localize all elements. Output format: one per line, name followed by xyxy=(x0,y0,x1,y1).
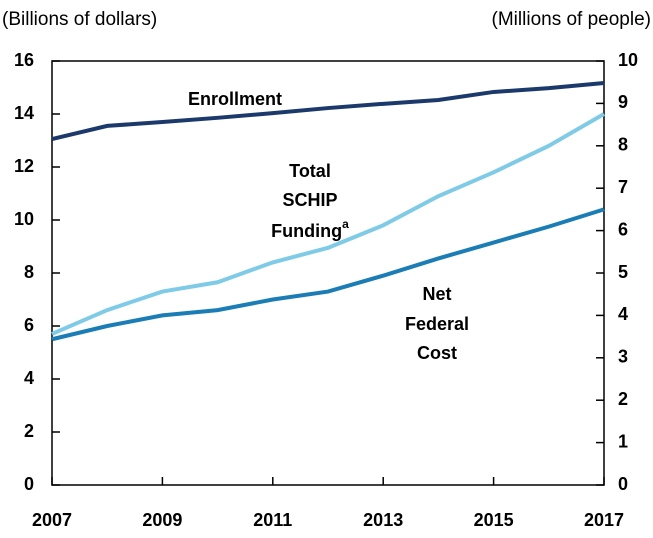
x-tick-label: 2011 xyxy=(253,510,292,530)
series-label: Total SCHIP Fundinga xyxy=(271,161,349,241)
series-line xyxy=(51,207,605,342)
series-label-line: Total xyxy=(289,161,331,181)
y2-tick-label: 8 xyxy=(618,135,628,155)
y2-tick-label: 5 xyxy=(618,262,628,282)
x-tick-label: 2017 xyxy=(584,510,624,530)
y-tick-label: 8 xyxy=(24,262,34,282)
series-label-line: Cost xyxy=(417,343,457,363)
y-tick-label: 10 xyxy=(14,209,34,229)
series-label: Net Federal Cost xyxy=(405,284,469,363)
y2-axis-title: (Millions of people) xyxy=(492,9,651,30)
series-label-line: Federal xyxy=(405,314,469,334)
x-tick-label: 2015 xyxy=(474,510,514,530)
y-tick-label: 2 xyxy=(24,421,34,441)
y-tick-label: 12 xyxy=(14,156,34,176)
series-line xyxy=(51,112,605,336)
x-tick-label: 2007 xyxy=(32,510,72,530)
series-label: Enrollment xyxy=(188,89,282,109)
y-tick-label: 0 xyxy=(24,474,34,494)
y2-tick-label: 4 xyxy=(618,304,628,324)
x-tick-label: 2013 xyxy=(363,510,403,530)
y2-tick-label: 6 xyxy=(618,219,628,239)
y2-tick-label: 3 xyxy=(618,347,628,367)
y-tick-label: 16 xyxy=(14,50,34,70)
series-label-line: Funding xyxy=(271,221,342,241)
y2-tick-label: 0 xyxy=(618,474,628,494)
x-tick-label: 2009 xyxy=(142,510,182,530)
y2-tick-label: 1 xyxy=(618,431,628,451)
series-label-line: Net xyxy=(422,284,451,304)
series-label-line: SCHIP xyxy=(282,190,337,210)
y2-tick-label: 9 xyxy=(618,92,628,112)
y2-tick-label: 7 xyxy=(618,177,628,197)
y2-tick-label: 2 xyxy=(618,389,628,409)
y-axis-title: (Billions of dollars) xyxy=(2,9,157,30)
series-note: a xyxy=(342,217,349,231)
y-tick-label: 4 xyxy=(24,368,34,388)
y2-tick-label: 10 xyxy=(618,50,638,70)
series-line xyxy=(51,81,605,141)
y-tick-label: 6 xyxy=(24,315,34,335)
y-tick-label: 14 xyxy=(14,103,34,123)
